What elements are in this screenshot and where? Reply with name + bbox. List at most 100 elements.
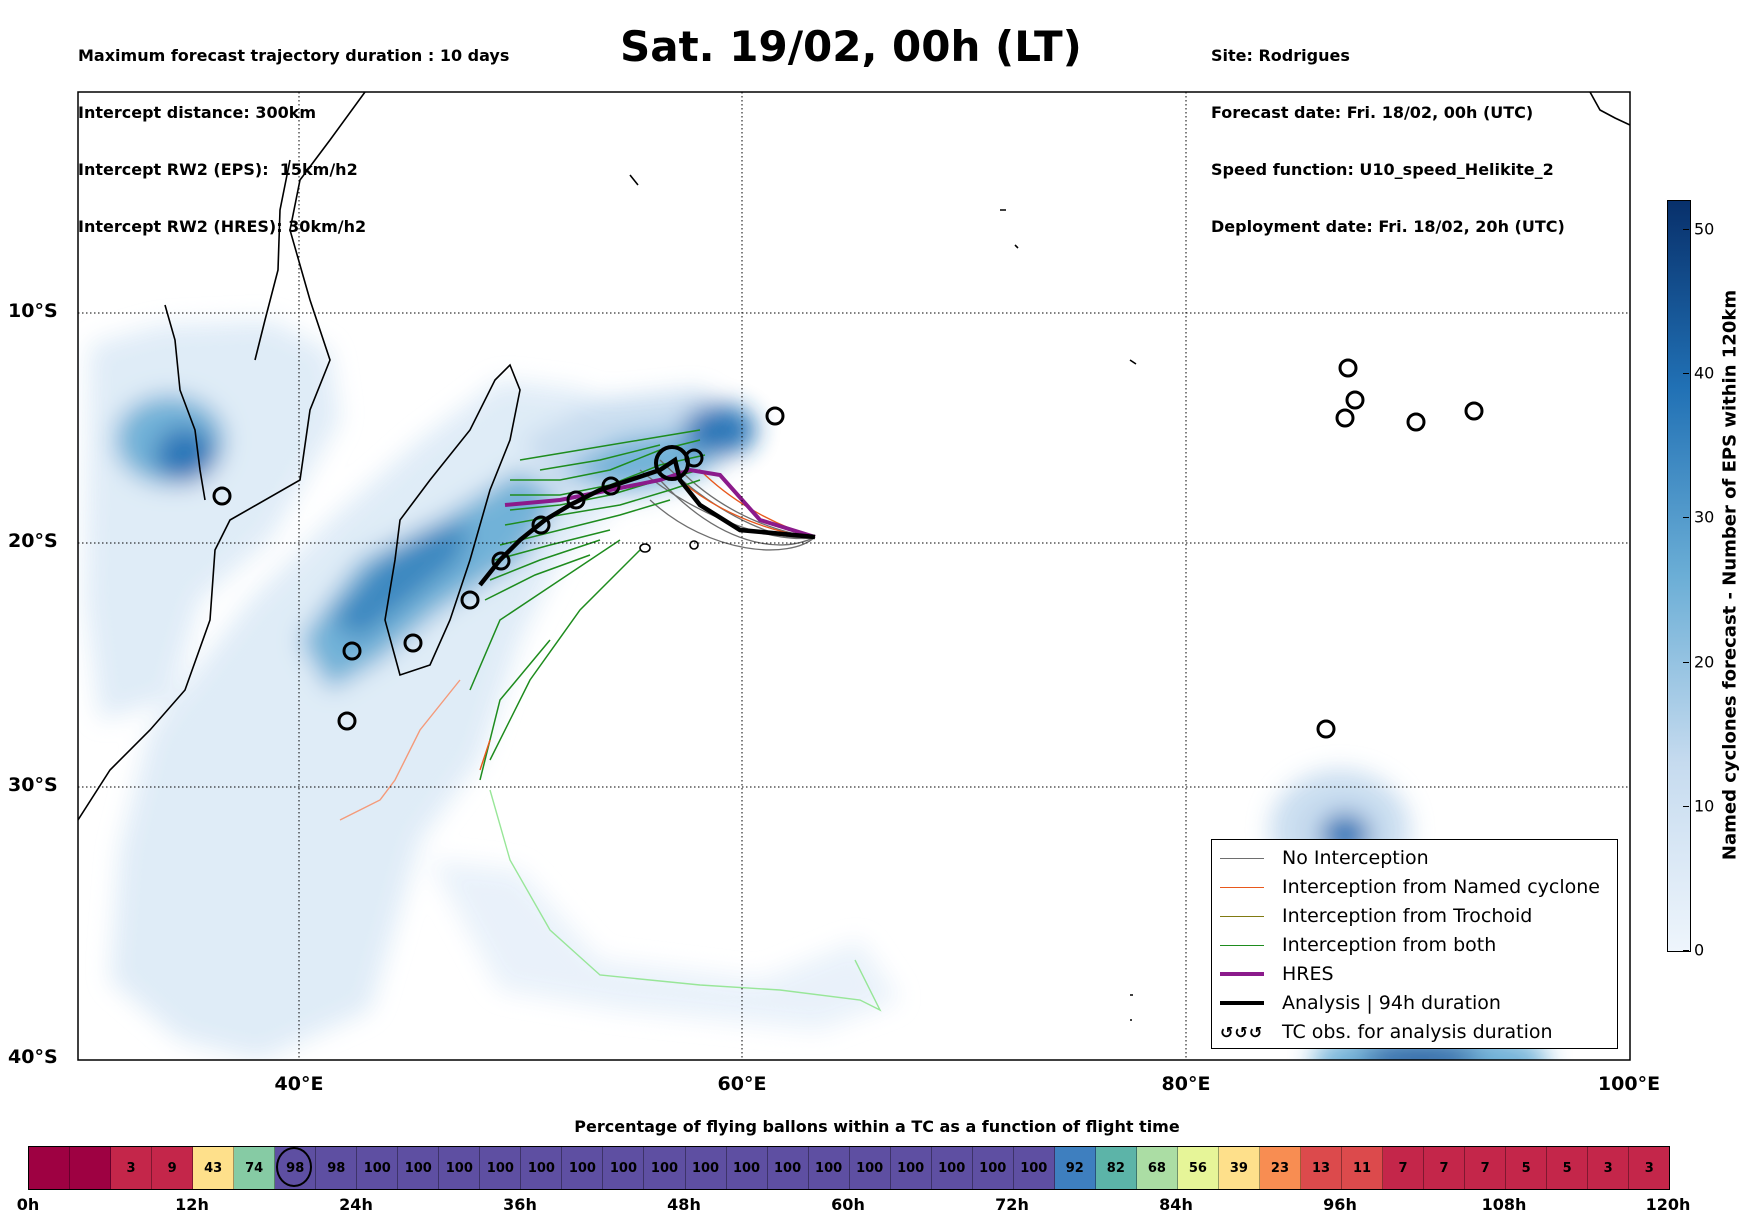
- legend-item: ↺↺↺ TC obs. for analysis duration: [1220, 1019, 1553, 1045]
- site-line: Deployment date: Fri. 18/02, 20h (UTC): [1211, 217, 1565, 236]
- lon-label: 60°E: [717, 1073, 767, 1095]
- timebar-cell[interactable]: 23: [1259, 1147, 1301, 1189]
- colorbar-tick: 10: [1694, 796, 1715, 816]
- long-trajectories: [339, 679, 882, 1012]
- timebar-cell[interactable]: 68: [1136, 1147, 1178, 1189]
- legend-label: Interception from both: [1282, 934, 1497, 956]
- analysis-trajectory: [478, 456, 816, 587]
- param-line: Intercept distance: 300km: [78, 103, 317, 122]
- colorbar-tick: 0: [1694, 940, 1705, 960]
- colorbar-tick: 40: [1694, 363, 1715, 383]
- no-interception-trajectories: [639, 459, 816, 551]
- time-label: 0h: [16, 1195, 40, 1214]
- timebar-cell[interactable]: 3: [1588, 1147, 1630, 1189]
- timebar-cell[interactable]: 11: [1342, 1147, 1384, 1189]
- coastlines: [78, 92, 1630, 1021]
- timebar-cell[interactable]: 100: [398, 1147, 440, 1189]
- timebar-cell[interactable]: 100: [603, 1147, 645, 1189]
- thin-orange-line-icon: [1220, 886, 1264, 888]
- tc-observation-icons: [212, 358, 1484, 739]
- time-label: 24h: [339, 1195, 373, 1214]
- run-parameters: Maximum forecast trajectory duration : 1…: [78, 8, 509, 255]
- colorbar-tick: 50: [1694, 219, 1715, 239]
- flight-time-bar[interactable]: 3 9 43 74 98 98 100 100 100 100 100 100 100 100 100 100…: [28, 1146, 1670, 1190]
- site-line: Site: Rodrigues: [1211, 46, 1350, 65]
- timebar-cell[interactable]: 98: [316, 1147, 358, 1189]
- timebar-cell[interactable]: 13: [1300, 1147, 1342, 1189]
- timebar-cell[interactable]: 100: [767, 1147, 809, 1189]
- colorbar-tick: 30: [1694, 507, 1715, 527]
- timebar-cell[interactable]: 5: [1506, 1147, 1548, 1189]
- param-line: Intercept RW2 (EPS): 15km/h2: [78, 160, 358, 179]
- legend-item: No Interception: [1220, 845, 1429, 871]
- timebar-cell[interactable]: 100: [849, 1147, 891, 1189]
- timebar-cell[interactable]: 100: [521, 1147, 563, 1189]
- legend-label: HRES: [1282, 963, 1334, 985]
- site-line: Forecast date: Fri. 18/02, 00h (UTC): [1211, 103, 1534, 122]
- time-label: 12h: [175, 1195, 209, 1214]
- lon-label: 40°E: [274, 1073, 324, 1095]
- cyclone-symbols-icon: ↺↺↺: [1220, 1022, 1264, 1042]
- timebar-cell[interactable]: 7: [1383, 1147, 1425, 1189]
- param-line: Maximum forecast trajectory duration : 1…: [78, 46, 510, 65]
- legend-item: Interception from both: [1220, 932, 1496, 958]
- time-label: 36h: [503, 1195, 537, 1214]
- time-label: 60h: [831, 1195, 865, 1214]
- timebar-cell[interactable]: 100: [890, 1147, 932, 1189]
- grid-lines: [78, 92, 1630, 1060]
- legend-label: Interception from Trochoid: [1282, 905, 1533, 927]
- lon-label: 80°E: [1161, 1073, 1211, 1095]
- density-colorbar: [1667, 200, 1691, 952]
- thick-black-line-icon: [1220, 1001, 1264, 1005]
- legend-label: No Interception: [1282, 847, 1429, 869]
- timebar-cell[interactable]: 100: [726, 1147, 768, 1189]
- timebar-cell[interactable]: 98: [275, 1147, 317, 1189]
- thin-olive-line-icon: [1220, 915, 1264, 917]
- thick-purple-line-icon: [1220, 972, 1264, 976]
- timebar-cell[interactable]: 9: [152, 1147, 194, 1189]
- time-label: 108h: [1481, 1195, 1527, 1214]
- timebar-cell[interactable]: 100: [357, 1147, 399, 1189]
- time-label: 48h: [667, 1195, 701, 1214]
- timebar-cell[interactable]: 43: [193, 1147, 235, 1189]
- timebar-cell[interactable]: 3: [111, 1147, 153, 1189]
- timebar-cell[interactable]: 100: [439, 1147, 481, 1189]
- timebar-cell[interactable]: [29, 1147, 71, 1189]
- legend-item: Analysis | 94h duration: [1220, 990, 1501, 1016]
- timebar-cell[interactable]: 92: [1054, 1147, 1096, 1189]
- timebar-cell[interactable]: 100: [972, 1147, 1014, 1189]
- timebar-cell[interactable]: 100: [562, 1147, 604, 1189]
- timebar-title: Percentage of flying ballons within a TC…: [574, 1117, 1180, 1136]
- lat-label: 10°S: [8, 300, 58, 322]
- timebar-cell[interactable]: 100: [931, 1147, 973, 1189]
- param-line: Intercept RW2 (HRES): 30km/h2: [78, 217, 367, 236]
- timebar-cell[interactable]: [70, 1147, 112, 1189]
- legend-label: Analysis | 94h duration: [1282, 992, 1501, 1014]
- site-line: Speed function: U10_speed_Helikite_2: [1211, 160, 1554, 179]
- timebar-cell[interactable]: 100: [480, 1147, 522, 1189]
- timebar-cell[interactable]: 3: [1629, 1147, 1670, 1189]
- legend-label: Interception from Named cyclone: [1282, 876, 1600, 898]
- timebar-cell[interactable]: 39: [1218, 1147, 1260, 1189]
- colorbar-tick: 20: [1694, 652, 1715, 672]
- thin-gray-line-icon: [1220, 857, 1264, 859]
- time-label: 96h: [1323, 1195, 1357, 1214]
- timebar-cell[interactable]: 82: [1095, 1147, 1137, 1189]
- time-label: 84h: [1159, 1195, 1193, 1214]
- legend-item: Interception from Named cyclone: [1220, 874, 1600, 900]
- timebar-cell[interactable]: 7: [1465, 1147, 1507, 1189]
- site-info: Site: Rodrigues Forecast date: Fri. 18/0…: [1211, 8, 1565, 255]
- timebar-cell[interactable]: 5: [1547, 1147, 1589, 1189]
- map-legend: No Interception Interception from Named …: [1211, 839, 1618, 1049]
- colorbar-title: Named cyclones forecast - Number of EPS …: [1719, 289, 1741, 861]
- timebar-cell[interactable]: 7: [1424, 1147, 1466, 1189]
- lat-label: 20°S: [8, 530, 58, 552]
- timebar-cell[interactable]: 74: [234, 1147, 276, 1189]
- timebar-cell[interactable]: 100: [1013, 1147, 1055, 1189]
- legend-item: Interception from Trochoid: [1220, 903, 1532, 929]
- time-label: 120h: [1645, 1195, 1691, 1214]
- timebar-cell[interactable]: 100: [808, 1147, 850, 1189]
- timebar-cell[interactable]: 56: [1177, 1147, 1219, 1189]
- timebar-cell[interactable]: 100: [644, 1147, 686, 1189]
- timebar-cell[interactable]: 100: [685, 1147, 727, 1189]
